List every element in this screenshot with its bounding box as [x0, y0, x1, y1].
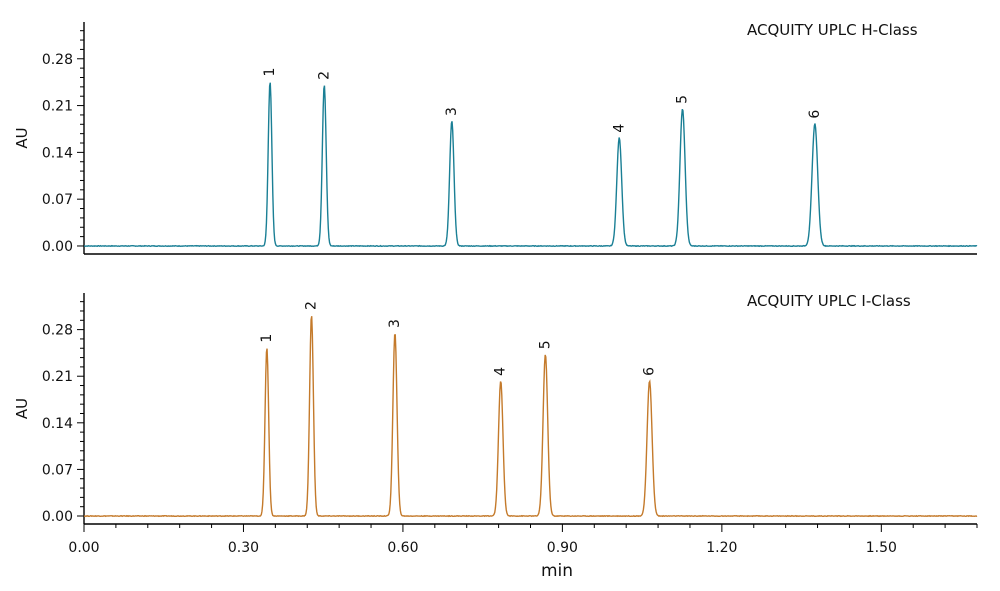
peak-label: 2: [304, 301, 320, 310]
y-tick-label: 0.21: [42, 99, 73, 115]
x-tick-label: 0.60: [387, 540, 418, 556]
x-tick-label: 0.30: [228, 540, 259, 556]
peak-label: 3: [387, 319, 403, 328]
x-tick-label: 1.20: [706, 540, 737, 556]
y-axis-title: AU: [13, 127, 31, 148]
y-tick-label: 0.00: [42, 239, 73, 255]
y-tick-label: 0.14: [42, 145, 73, 161]
peak-label: 3: [444, 107, 460, 116]
peak-label: 6: [807, 110, 823, 119]
y-axis-title: AU: [13, 398, 31, 419]
y-tick-label: 0.14: [42, 416, 73, 432]
chart-panel-1: 0.00 0.07 0.14 0.21 0.28 AU ACQUITY UPLC H-Cla…: [13, 21, 978, 255]
x-tick-label: 1.50: [866, 540, 897, 556]
panel-title: ACQUITY UPLC H-Class: [747, 21, 918, 39]
peak-label: 4: [493, 367, 509, 376]
x-tick-label: 0.90: [547, 540, 578, 556]
y-tick-label: 0.28: [42, 323, 73, 339]
panel-title: ACQUITY UPLC I-Class: [747, 292, 911, 310]
peak-label: 4: [611, 124, 627, 133]
series-line-1: [83, 82, 978, 248]
x-axis-title: min: [541, 561, 573, 581]
series-line-2: [83, 316, 978, 518]
y-tick-label: 0.07: [42, 192, 73, 208]
x-axis: 0.00 0.30 0.60 0.90 1.20 1.50 min: [68, 523, 978, 581]
peak-label: 6: [642, 367, 658, 376]
peak-label: 5: [537, 340, 553, 349]
x-tick-label: 0.00: [68, 540, 99, 556]
chart-panel-2: 0.00 0.07 0.14 0.21 0.28 AU ACQUITY UPLC I-Cla…: [13, 292, 978, 525]
y-tick-label: 0.21: [42, 369, 73, 385]
peak-label: 1: [259, 334, 275, 343]
y-tick-label: 0.00: [42, 509, 73, 525]
y-tick-label: 0.28: [42, 52, 73, 68]
peak-label: 2: [316, 71, 332, 80]
y-tick-label: 0.07: [42, 462, 73, 478]
peak-label: 5: [675, 95, 691, 104]
peak-label: 1: [262, 68, 278, 77]
